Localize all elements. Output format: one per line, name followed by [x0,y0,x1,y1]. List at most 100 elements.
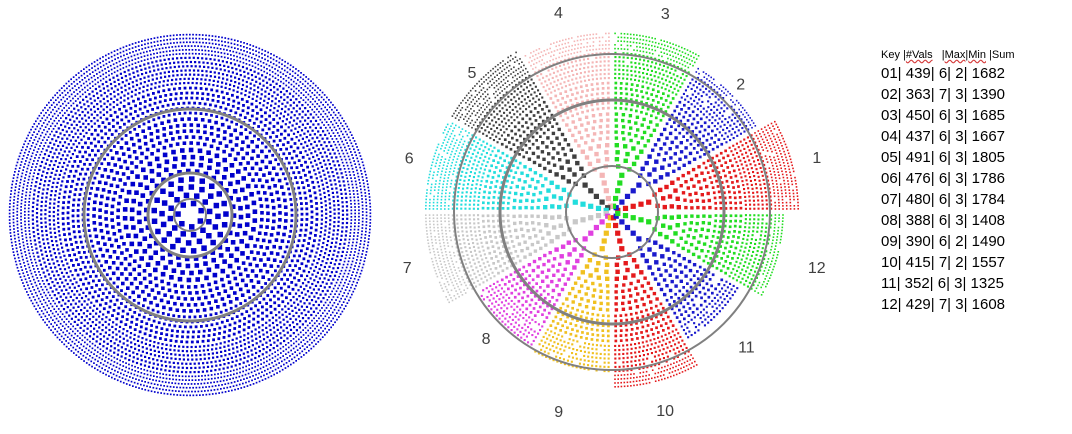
dot [363,243,365,246]
dot [262,366,265,368]
dot [319,284,322,287]
dot [346,217,349,220]
dot [243,378,245,380]
dot [185,340,189,344]
dot [195,52,197,55]
dot [311,244,315,248]
dot [254,347,257,350]
dot [299,196,303,200]
reference-ring [173,198,207,232]
dot [105,196,110,201]
dot [337,208,340,211]
dot [156,40,159,43]
dot [304,252,308,256]
dot [129,332,133,335]
dot [51,244,54,247]
dot [87,116,90,119]
dot [236,107,240,110]
dot [294,283,298,287]
dot [335,146,338,149]
dot [297,139,301,142]
dot [223,325,227,329]
dot [72,230,76,234]
dot [236,368,238,371]
dot [167,288,172,293]
dot [185,60,188,64]
dot [249,82,252,85]
dot [103,157,106,161]
dot [239,358,242,361]
dot [245,100,249,103]
dot [254,184,258,188]
dot [207,389,209,392]
dot [189,123,194,127]
dot [228,139,233,144]
dot [318,171,321,174]
dot [120,76,124,79]
dot [74,315,77,318]
dot [53,152,56,155]
dot [212,79,215,82]
dot [86,322,89,325]
dot [188,56,191,59]
dot [148,280,153,284]
dot [119,359,121,362]
dot [8,219,11,221]
dot [697,165,701,169]
dot [142,315,146,319]
dot [37,304,40,307]
dot [130,341,133,344]
dot [120,118,124,122]
dot [326,129,329,132]
dot [91,321,94,324]
dot [274,68,276,70]
dot [166,393,169,395]
dot [326,319,328,322]
dot [12,215,15,217]
dot [368,193,370,195]
dot [68,160,71,163]
dot [204,49,207,52]
dot [29,239,32,242]
dot [77,318,80,321]
dot [30,137,32,139]
dot [73,127,76,130]
dot [212,224,219,230]
dot [143,105,147,109]
dot [47,258,50,261]
dot [70,323,72,325]
dot [307,103,309,106]
dot [237,388,239,390]
dot [27,207,30,210]
dot [56,122,58,125]
dot [168,381,170,384]
dot [269,328,272,332]
dot [105,76,108,78]
dot [175,78,178,81]
dot [220,320,224,324]
dot [256,95,259,98]
dot [352,257,355,260]
dot [60,184,63,187]
dot [209,183,215,189]
dot [65,311,68,314]
dot [264,197,269,202]
dot [126,339,129,342]
dot [80,296,84,300]
dot [305,337,307,339]
dot [125,383,128,385]
dot [24,220,26,223]
dot [341,201,344,204]
dot [290,363,292,366]
dot [357,268,359,271]
dot [266,218,270,222]
dot [92,94,95,98]
dot [686,186,690,190]
dot [70,123,73,126]
dot [122,365,125,367]
dot [112,309,116,312]
dot [296,259,300,263]
dot [60,87,63,89]
dot [309,106,311,108]
dot [116,65,119,68]
